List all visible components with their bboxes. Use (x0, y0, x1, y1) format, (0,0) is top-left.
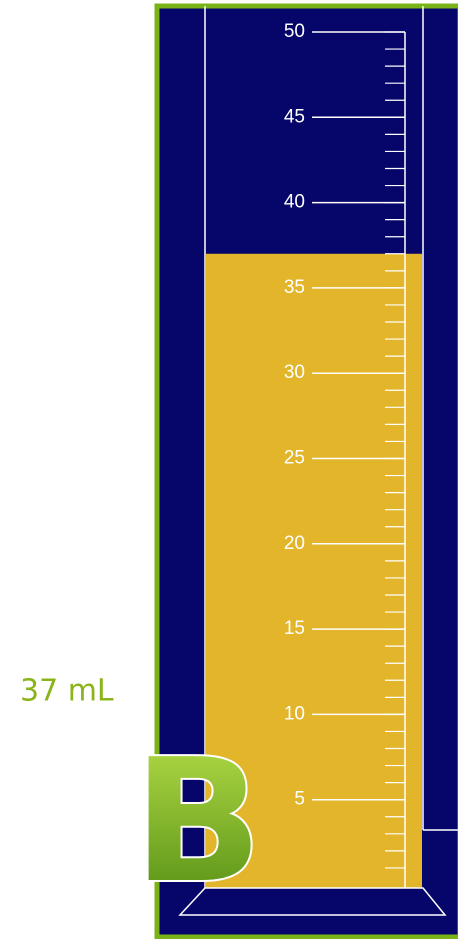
tick-label: 15 (284, 618, 305, 639)
page: {"reading": "37 mL", "letter": "B", "cyl… (0, 0, 458, 939)
tick-label: 10 (284, 703, 305, 724)
tick-label: 30 (284, 362, 305, 383)
tick-label: 5 (294, 789, 305, 810)
tick-label: 20 (284, 533, 305, 554)
scene: 5 10 15 20 25 30 35 40 45 50 37 mL B (0, 0, 458, 939)
tick-label: 40 (284, 192, 305, 213)
tick-label: 35 (284, 277, 305, 298)
reading: 37 mL (20, 674, 114, 709)
tick-label: 25 (284, 448, 305, 469)
tick-label: 50 (284, 21, 305, 42)
answer-letter: B (133, 723, 263, 921)
tick-label: 45 (284, 106, 305, 127)
